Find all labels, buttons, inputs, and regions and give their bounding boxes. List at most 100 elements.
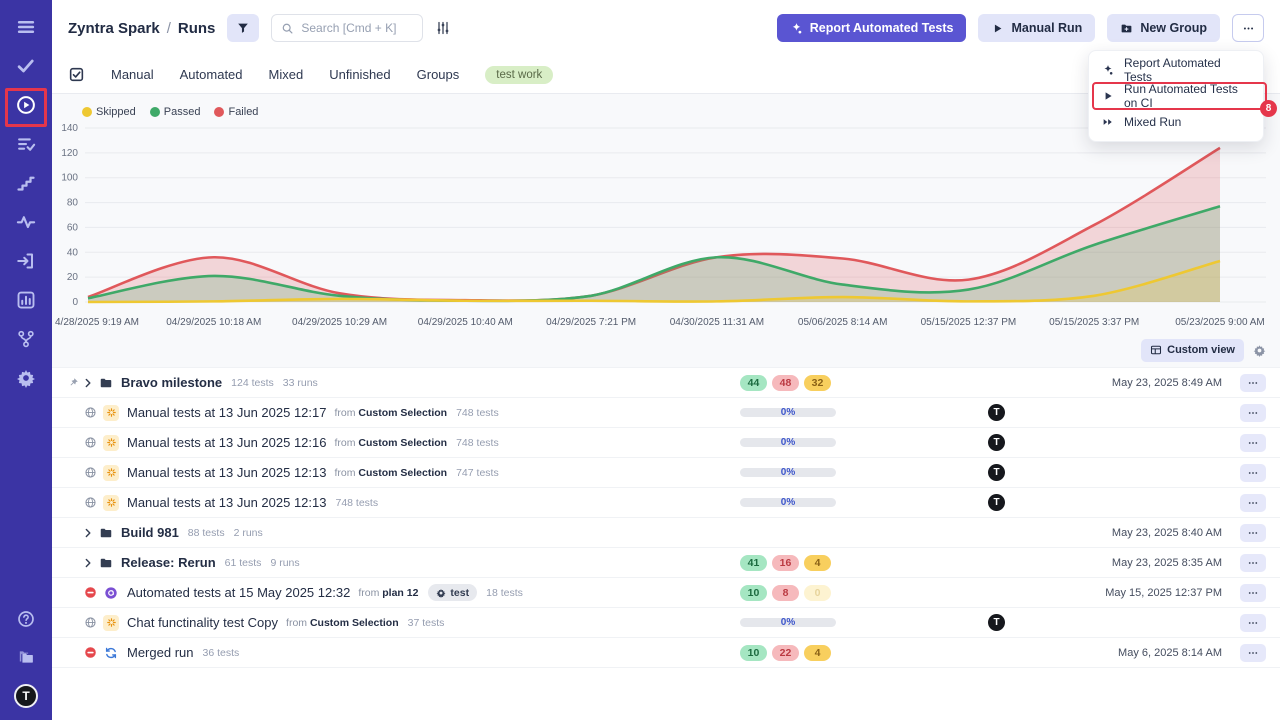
- run-row[interactable]: Automated tests at 15 May 2025 12:32 from…: [52, 578, 1280, 608]
- row-title[interactable]: Chat functinality test Copy: [127, 615, 279, 630]
- sidebar-item-gear[interactable]: [15, 367, 37, 389]
- expand-group-button[interactable]: [82, 557, 94, 569]
- row-runs-count: 2 runs: [233, 526, 263, 539]
- chart-legend: Skipped Passed Failed: [52, 102, 1280, 120]
- row-title[interactable]: Merged run: [127, 645, 194, 660]
- run-status: [84, 646, 97, 659]
- progress-bar: 0%: [740, 467, 836, 477]
- tab-automated[interactable]: Automated: [179, 67, 243, 82]
- row-title[interactable]: Manual tests at 13 Jun 2025 12:16: [127, 435, 327, 450]
- play-icon: [1105, 92, 1112, 100]
- run-row[interactable]: Manual tests at 13 Jun 2025 12:17 from Cu…: [52, 398, 1280, 428]
- result-badges: 41 16 4: [740, 554, 831, 571]
- run-status: [84, 496, 97, 509]
- run-row[interactable]: Manual tests at 13 Jun 2025 12:16 from Cu…: [52, 428, 1280, 458]
- assignee-avatar[interactable]: T: [988, 404, 1005, 421]
- sidebar-item-bar-chart[interactable]: [15, 289, 37, 311]
- new-group-button[interactable]: New Group: [1107, 14, 1220, 42]
- row-title[interactable]: Bravo milestone: [121, 375, 223, 390]
- manual-run-button[interactable]: Manual Run: [978, 14, 1096, 42]
- legend-item-failed: Failed: [214, 106, 258, 118]
- search-settings-button[interactable]: [435, 20, 451, 36]
- row-more-button[interactable]: [1240, 373, 1266, 392]
- expand-group-button[interactable]: [82, 527, 94, 539]
- sidebar-item-activity[interactable]: [15, 211, 37, 233]
- menu-item-mixed-run[interactable]: Mixed Run: [1089, 109, 1263, 135]
- select-runs-button[interactable]: [68, 66, 85, 83]
- tab-unfinished[interactable]: Unfinished: [329, 67, 391, 82]
- sidebar-item-menu[interactable]: [15, 16, 37, 38]
- run-row[interactable]: Merged run 36 tests 10 22 4 May 6, 2025 8:14 …: [52, 638, 1280, 668]
- sidebar: T: [0, 0, 52, 720]
- env-tag[interactable]: test work: [485, 65, 554, 84]
- actions-dropdown-menu: Report Automated Tests Run Automated Test…: [1088, 50, 1277, 142]
- assignee-avatar[interactable]: T: [988, 494, 1005, 511]
- tab-manual[interactable]: Manual: [111, 67, 154, 82]
- svg-text:80: 80: [67, 198, 79, 209]
- blocked-icon: [85, 587, 96, 598]
- row-more-button[interactable]: [1240, 433, 1266, 452]
- run-row[interactable]: Manual tests at 13 Jun 2025 12:13 from Cu…: [52, 458, 1280, 488]
- progress-bar: 0%: [740, 497, 836, 507]
- report-automated-tests-button[interactable]: Report Automated Tests: [776, 14, 967, 42]
- x-axis-label: 04/29/2025 10:18 AM: [166, 317, 262, 328]
- menu-item-report-automated-tests[interactable]: Report Automated Tests: [1089, 56, 1263, 84]
- row-title[interactable]: Release: Rerun: [121, 555, 216, 570]
- assignee-avatar[interactable]: T: [988, 434, 1005, 451]
- progress-bar: 0%: [740, 617, 836, 627]
- runs-tab-strip: Manual Automated Mixed Unfinished Groups tes…: [52, 56, 1280, 94]
- breadcrumb-project[interactable]: Zyntra Spark: [68, 19, 160, 37]
- assignee-avatar[interactable]: T: [988, 464, 1005, 481]
- row-title[interactable]: Manual tests at 13 Jun 2025 12:17: [127, 405, 327, 420]
- sidebar-item-branch[interactable]: [15, 328, 37, 350]
- expand-group-button[interactable]: [82, 377, 94, 389]
- row-more-button[interactable]: [1240, 613, 1266, 632]
- sparkle-icon: [1104, 64, 1113, 75]
- row-tests-count: 61 tests: [224, 556, 262, 569]
- tab-mixed[interactable]: Mixed: [268, 67, 304, 82]
- row-more-button[interactable]: [1240, 403, 1266, 422]
- row-more-button[interactable]: [1240, 463, 1266, 482]
- row-title[interactable]: Build 981: [121, 525, 179, 540]
- assignee-avatar[interactable]: T: [988, 614, 1005, 631]
- row-title[interactable]: Manual tests at 13 Jun 2025 12:13: [127, 465, 327, 480]
- tab-groups[interactable]: Groups: [416, 67, 460, 82]
- x-axis-label: 05/06/2025 8:14 AM: [797, 317, 888, 328]
- sidebar-item-folders[interactable]: [15, 646, 37, 668]
- sidebar-item-import[interactable]: [15, 250, 37, 272]
- bar-chart-icon: [17, 291, 35, 309]
- more-actions-button[interactable]: [1232, 14, 1264, 42]
- import-icon: [17, 253, 33, 269]
- row-tests-count: 748 tests: [456, 436, 499, 449]
- run-row[interactable]: Manual tests at 13 Jun 2025 12:13 748 tes…: [52, 488, 1280, 518]
- custom-view-button[interactable]: Custom view: [1141, 338, 1244, 362]
- row-tag[interactable]: test: [428, 584, 478, 601]
- row-more-button[interactable]: [1240, 553, 1266, 572]
- legend-dot: [214, 107, 225, 117]
- x-axis-label: 4/28/2025 9:19 AM: [55, 317, 139, 328]
- row-title[interactable]: Automated tests at 15 May 2025 12:32: [127, 585, 351, 600]
- row-more-button[interactable]: [1240, 583, 1266, 602]
- workspace-avatar[interactable]: T: [14, 684, 38, 708]
- sidebar-item-help[interactable]: [15, 608, 37, 630]
- sidebar-item-steps[interactable]: [15, 172, 37, 194]
- row-tests-count: 37 tests: [407, 616, 445, 629]
- globe-icon: [85, 497, 96, 508]
- run-row[interactable]: Chat functinality test Copy from Custom S…: [52, 608, 1280, 638]
- group-row[interactable]: Release: Rerun 61 tests 9 runs 41 16 4 May 23,…: [52, 548, 1280, 578]
- row-more-button[interactable]: [1240, 493, 1266, 512]
- row-more-button[interactable]: [1240, 523, 1266, 542]
- row-title[interactable]: Manual tests at 13 Jun 2025 12:13: [127, 495, 327, 510]
- sidebar-item-list-check[interactable]: [15, 133, 37, 155]
- sidebar-item-check[interactable]: [15, 55, 37, 77]
- filter-button[interactable]: [227, 14, 260, 42]
- group-row[interactable]: Bravo milestone 124 tests 33 runs 44 48 32 May…: [52, 368, 1280, 398]
- group-row[interactable]: Build 981 88 tests 2 runs May 23, 2025 8:40…: [52, 518, 1280, 548]
- menu-item-run-automated-tests-on-ci[interactable]: Run Automated Tests on CI 8: [1089, 82, 1277, 117]
- search-input[interactable]: Search [Cmd + K]: [271, 14, 424, 42]
- sidebar-item-play-circle[interactable]: [15, 94, 37, 116]
- list-settings-button[interactable]: [1253, 344, 1266, 357]
- folder-icon: [100, 528, 112, 537]
- spinner-icon: [106, 408, 116, 417]
- row-more-button[interactable]: [1240, 643, 1266, 662]
